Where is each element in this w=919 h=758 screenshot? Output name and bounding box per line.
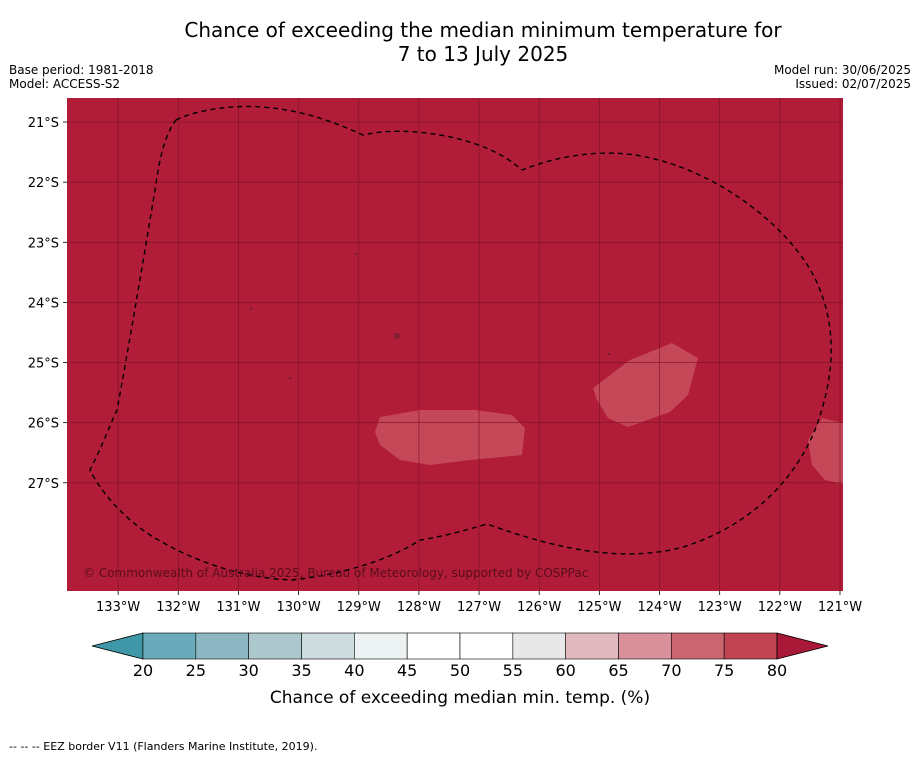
colorbar-label: Chance of exceeding median min. temp. (%… (270, 688, 650, 708)
island-marker (608, 353, 610, 355)
colorbar-low-extension (91, 632, 144, 660)
colorbar: 20 25 30 35 40 45 50 55 60 65 70 75 80 Chance of exc… (91, 632, 829, 708)
eez-legend-note: -- -- -- EEZ border V11 (Flanders Marine… (9, 740, 318, 753)
latitude-axis: 21°S 22°S 23°S 24°S 25°S 26°S 27°S (28, 116, 67, 492)
map-panel: © Commonwealth of Australia 2025, Bureau… (67, 98, 843, 591)
lon-tick-label: 128°W (397, 600, 441, 615)
colorbar-cell (512, 632, 566, 660)
colorbar-tick-label: 60 (555, 661, 575, 680)
colorbar-tick-label: 20 (133, 661, 153, 680)
lat-tick-label: 27°S (28, 477, 59, 492)
colorbar-cell (248, 632, 302, 660)
island-marker (250, 308, 252, 310)
island-marker (289, 377, 291, 379)
metadata-left: Base period: 1981-2018 Model: ACCESS-S2 (9, 63, 154, 91)
colorbar-cell (618, 632, 672, 660)
colorbar-tick-label: 35 (291, 661, 311, 680)
colorbar-cells (142, 632, 778, 660)
eez-border (89, 105, 832, 581)
longitude-axis: 133°W 132°W 131°W 130°W 129°W 128°W 127°W 126°W… (96, 591, 862, 615)
colorbar-cell (142, 632, 197, 660)
island-marker (394, 333, 400, 339)
colorbar-tick-label: 65 (608, 661, 628, 680)
lon-tick-label: 122°W (758, 600, 802, 615)
lon-tick-label: 127°W (457, 600, 501, 615)
colorbar-tick-label: 30 (238, 661, 258, 680)
colorbar-tick-label: 55 (503, 661, 523, 680)
colorbar-tick-label: 50 (450, 661, 470, 680)
lon-tick-label: 129°W (337, 600, 381, 615)
colorbar-cell (671, 632, 725, 660)
colorbar-tick-label: 80 (767, 661, 787, 680)
title-line-2: 7 to 13 July 2025 (397, 42, 569, 66)
lon-tick-label: 132°W (156, 600, 200, 615)
patch-65-70-east (593, 343, 698, 427)
title-line-1: Chance of exceeding the median minimum t… (184, 18, 782, 42)
lon-tick-label: 133°W (96, 600, 140, 615)
probability-field (67, 98, 843, 591)
colorbar-cell (301, 632, 355, 660)
base-period: Base period: 1981-2018 (9, 63, 154, 77)
model-name: Model: ACCESS-S2 (9, 77, 121, 91)
colorbar-high-extension (776, 632, 829, 660)
lon-tick-label: 130°W (277, 600, 321, 615)
colorbar-cell (406, 632, 461, 660)
lon-tick-label: 124°W (637, 600, 681, 615)
colorbar-cell (565, 632, 619, 660)
colorbar-tick-label: 25 (186, 661, 206, 680)
lat-tick-label: 21°S (28, 116, 59, 131)
colorbar-tick-label: 45 (397, 661, 417, 680)
colorbar-tick-label: 40 (344, 661, 364, 680)
colorbar-tick-label: 70 (661, 661, 681, 680)
lat-tick-label: 26°S (28, 417, 59, 432)
lat-tick-label: 24°S (28, 296, 59, 311)
island-marker (355, 253, 357, 255)
model-run: Model run: 30/06/2025 (773, 63, 911, 77)
lon-tick-label: 131°W (216, 600, 260, 615)
copyright-text: © Commonwealth of Australia 2025, Bureau… (83, 566, 588, 580)
patch-65-70-central (375, 410, 525, 465)
lon-tick-label: 121°W (818, 600, 862, 615)
lat-tick-label: 25°S (28, 357, 59, 372)
colorbar-ticks: 20 25 30 35 40 45 50 55 60 65 70 75 80 (133, 661, 787, 680)
lon-tick-label: 123°W (698, 600, 742, 615)
colorbar-cell (723, 632, 778, 660)
colorbar-cell (459, 632, 514, 660)
colorbar-tick-label: 75 (714, 661, 734, 680)
lat-tick-label: 22°S (28, 176, 59, 191)
chart-title: Chance of exceeding the median minimum t… (0, 18, 919, 66)
patch-65-70-edge (808, 418, 843, 484)
issued-date: Issued: 02/07/2025 (795, 77, 911, 91)
colorbar-cell (195, 632, 249, 660)
metadata-right: Model run: 30/06/2025 Issued: 02/07/2025 (774, 63, 911, 91)
lon-tick-label: 126°W (517, 600, 561, 615)
lat-tick-label: 23°S (28, 236, 59, 251)
colorbar-cell (354, 632, 408, 660)
lon-tick-label: 125°W (577, 600, 621, 615)
